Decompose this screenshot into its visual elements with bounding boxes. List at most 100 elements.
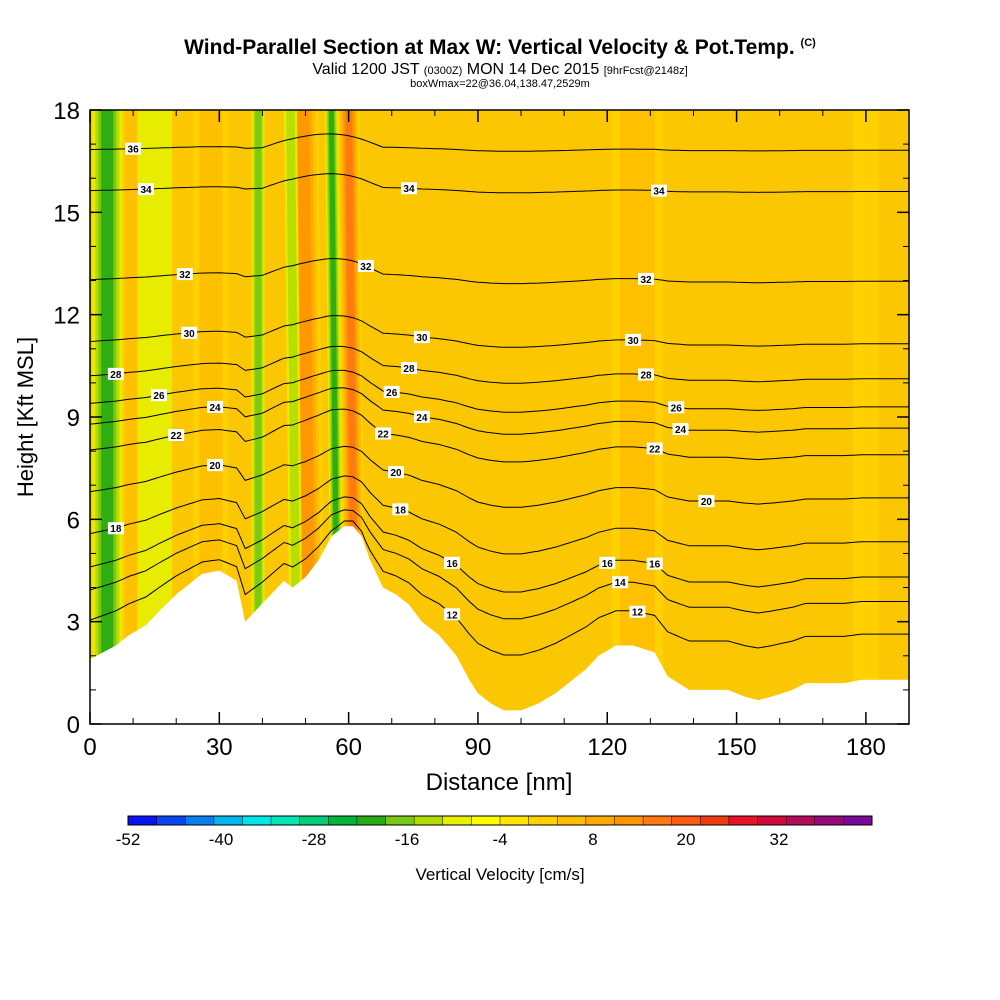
colorbar-tick-label: -28: [302, 830, 327, 849]
colorbar-swatch: [442, 816, 472, 825]
colorbar-label: Vertical Velocity [cm/s]: [415, 865, 584, 884]
isentrope-label: 20: [209, 461, 221, 472]
isentrope-label: 24: [416, 413, 428, 424]
isentrope-label-bg: [168, 429, 185, 442]
colorbar-swatch: [728, 816, 758, 825]
isentrope-line: [90, 475, 909, 555]
isentrope-line: [90, 173, 909, 194]
isentrope-label-bg: [444, 608, 461, 621]
x-tick-label: 150: [717, 734, 757, 761]
isentrope-label: 28: [110, 370, 122, 381]
isentrope-line: [90, 369, 909, 413]
x-axis-label: Distance [nm]: [426, 769, 573, 796]
colorbar-tick-label: 8: [588, 830, 597, 849]
isentrope-label-bg: [392, 503, 409, 516]
updraft-band: [852, 110, 879, 724]
isentrope-label-bg: [357, 259, 374, 272]
isentrope-label: 22: [649, 444, 661, 455]
isentrope-label: 12: [632, 608, 644, 619]
isentrope-label: 26: [386, 388, 398, 399]
colorbar: -52 -40 -28 -16 -4 8 20 32: [116, 815, 873, 849]
x-tick-label: 120: [587, 734, 627, 761]
y-axis-label: Height [Kft MSL]: [13, 337, 38, 497]
isentrope-label: 30: [416, 333, 428, 344]
isentrope-label-bg: [444, 556, 461, 569]
isentrope-label-bg: [125, 142, 142, 155]
isentrope-label: 32: [360, 262, 372, 273]
isentrope-label: 22: [171, 431, 183, 442]
y-tick-label: 3: [67, 610, 80, 637]
colorbar-swatch: [786, 816, 816, 825]
chart-subtitle-box: boxWmax=22@36.04,138.47,2529m: [410, 78, 590, 90]
colorbar-swatch: [242, 816, 272, 825]
isentrope-label-bg: [107, 367, 124, 380]
isentrope-label-bg: [150, 389, 167, 402]
isentrope-label-bg: [375, 427, 392, 440]
isentrope-label: 34: [140, 185, 152, 196]
isentrope-label-bg: [599, 556, 616, 569]
updraft-band: [620, 110, 655, 724]
colorbar-swatch: [356, 816, 386, 825]
y-tick-label: 15: [53, 200, 80, 227]
colorbar-tick-label: 32: [770, 830, 789, 849]
colorbar-tick-label: -40: [209, 830, 234, 849]
isentrope-line: [90, 520, 909, 656]
isentrope-label-bg: [413, 331, 430, 344]
isentrope-label: 34: [403, 184, 415, 195]
isentrope-label-bg: [672, 423, 689, 436]
chart-title: Wind-Parallel Section at Max W: Vertical…: [184, 36, 816, 59]
colorbar-swatch: [757, 816, 787, 825]
isentrope-label-bg: [650, 184, 667, 197]
isentrope-label-bg: [388, 466, 405, 479]
isentrope-label: 16: [602, 559, 614, 570]
isentrope-label: 22: [378, 429, 390, 440]
colorbar-swatch: [614, 816, 644, 825]
isentrope-label: 26: [671, 403, 683, 414]
y-tick-label: 6: [67, 507, 80, 534]
isentrope-label: 34: [653, 187, 665, 198]
y-tick-label: 0: [67, 712, 80, 739]
isentrope-line: [90, 257, 909, 285]
y-tick-label: 18: [53, 98, 80, 125]
colorbar-swatch: [328, 816, 358, 825]
isentrope-label: 32: [179, 270, 191, 281]
downdraft-band: [286, 110, 302, 724]
colorbar-swatch: [700, 816, 730, 825]
chart-subtitle: Valid 1200 JST (0300Z) MON 14 Dec 2015 […: [312, 61, 688, 78]
isentrope-label-bg: [698, 495, 715, 508]
colorbar-swatch: [271, 816, 300, 825]
isentrope-label-bg: [668, 401, 685, 414]
isentrope-label-bg: [413, 410, 430, 423]
isentrope-label: 24: [209, 403, 221, 414]
terrain-shape: [90, 526, 909, 724]
isentrope-label: 24: [675, 425, 687, 436]
colorbar-swatch: [528, 816, 558, 825]
isentrope-label: 36: [128, 145, 140, 156]
colorbar-swatch: [414, 816, 444, 825]
isentrope-line: [90, 509, 909, 620]
updraft-band: [199, 110, 223, 724]
isentrope-label: 14: [615, 578, 627, 589]
isentrope-label: 28: [640, 370, 652, 381]
colorbar-swatch: [185, 816, 215, 825]
isentrope-line: [90, 133, 909, 152]
isentrope-label: 18: [395, 505, 407, 516]
colorbar-swatch: [471, 816, 501, 825]
isentrope-label: 20: [701, 497, 713, 508]
isentrope-line: [90, 345, 909, 384]
isentrope-label: 16: [447, 559, 459, 570]
colorbar-tick-label: -16: [395, 830, 420, 849]
colorbar-swatch: [643, 816, 672, 825]
isentrope-label-bg: [400, 182, 417, 195]
isentrope-line: [90, 496, 909, 593]
isentrope-label-bg: [646, 442, 663, 455]
isentrope-label: 30: [628, 336, 640, 347]
isentrope-label-bg: [629, 605, 646, 618]
isentrope-line: [90, 387, 909, 435]
x-tick-label: 180: [846, 734, 886, 761]
x-tick-label: 90: [465, 734, 492, 761]
isentrope-label: 26: [153, 391, 165, 402]
isentrope-label-bg: [181, 326, 198, 339]
